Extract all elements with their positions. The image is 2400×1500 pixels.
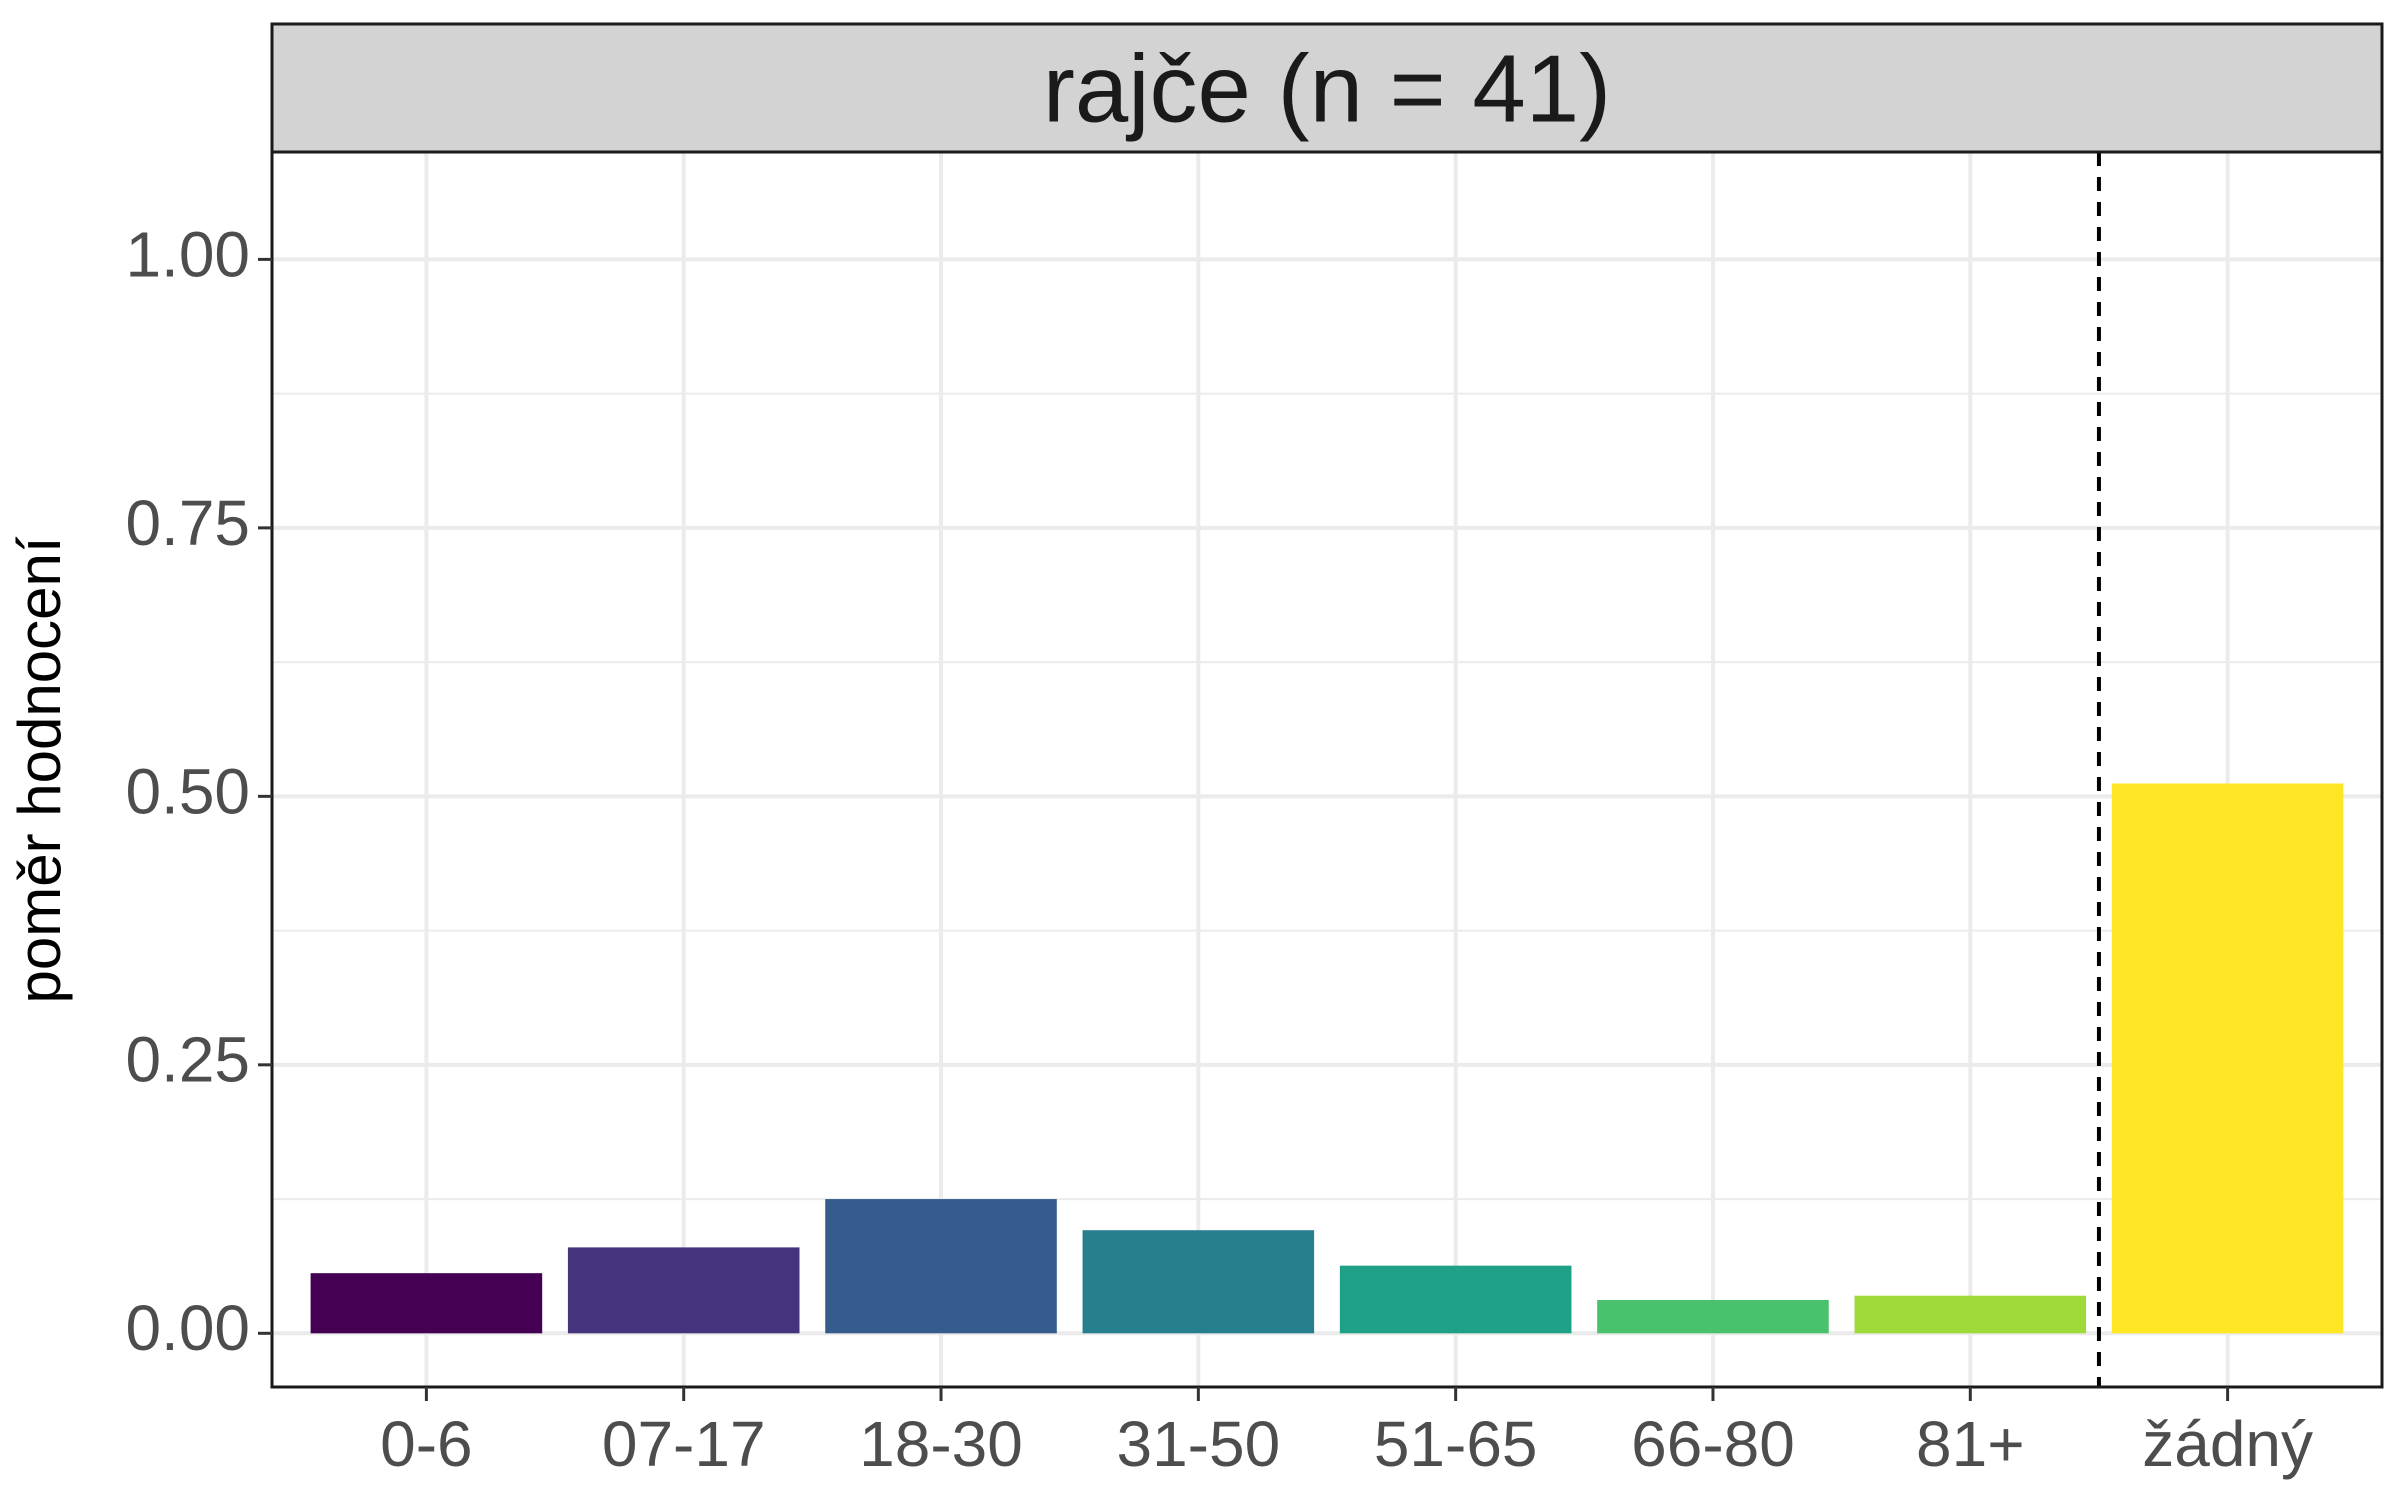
bar-66-80 [1597,1300,1829,1334]
panel-border [270,150,2384,1389]
x-axis: 0-6 07-17 18-30 31-50 51-65 66-80 81+ žádný [380,1387,2313,1480]
y-tick-label: 0.00 [125,1292,250,1364]
bar-18-30 [825,1199,1057,1334]
y-tick-label: 0.75 [125,487,250,559]
bar-81+ [1854,1295,2087,1334]
bars [310,783,2344,1334]
x-tick-label: žádný [2142,1408,2313,1480]
bar-žádný [2111,783,2344,1334]
bar-31-50 [1082,1230,1315,1334]
x-tick-label: 66-80 [1631,1408,1795,1480]
bar-0-6 [310,1273,543,1334]
bar-51-65 [1339,1265,1572,1334]
x-tick-label: 51-65 [1374,1408,1538,1480]
chart-title: rajče (n = 41) [1043,35,1611,142]
gridlines [272,152,2382,1387]
x-tick-label: 0-6 [380,1408,473,1480]
x-tick-label: 18-30 [859,1408,1023,1480]
y-tick-label: 1.00 [125,218,250,290]
x-tick-label: 07-17 [602,1408,766,1480]
x-tick-label: 81+ [1916,1408,2025,1480]
panel-strip [270,22,2384,154]
y-tick-label: 0.25 [125,1024,250,1096]
y-axis-title: poměr hodnocení [6,536,73,1003]
x-tick-label: 31-50 [1116,1408,1280,1480]
plot-area [270,150,2384,1389]
bar-07-17 [567,1247,800,1334]
panel-background [272,152,2382,1387]
y-tick-label: 0.50 [125,755,250,827]
y-axis: 0.00 0.25 0.50 0.75 1.00 [125,218,272,1364]
